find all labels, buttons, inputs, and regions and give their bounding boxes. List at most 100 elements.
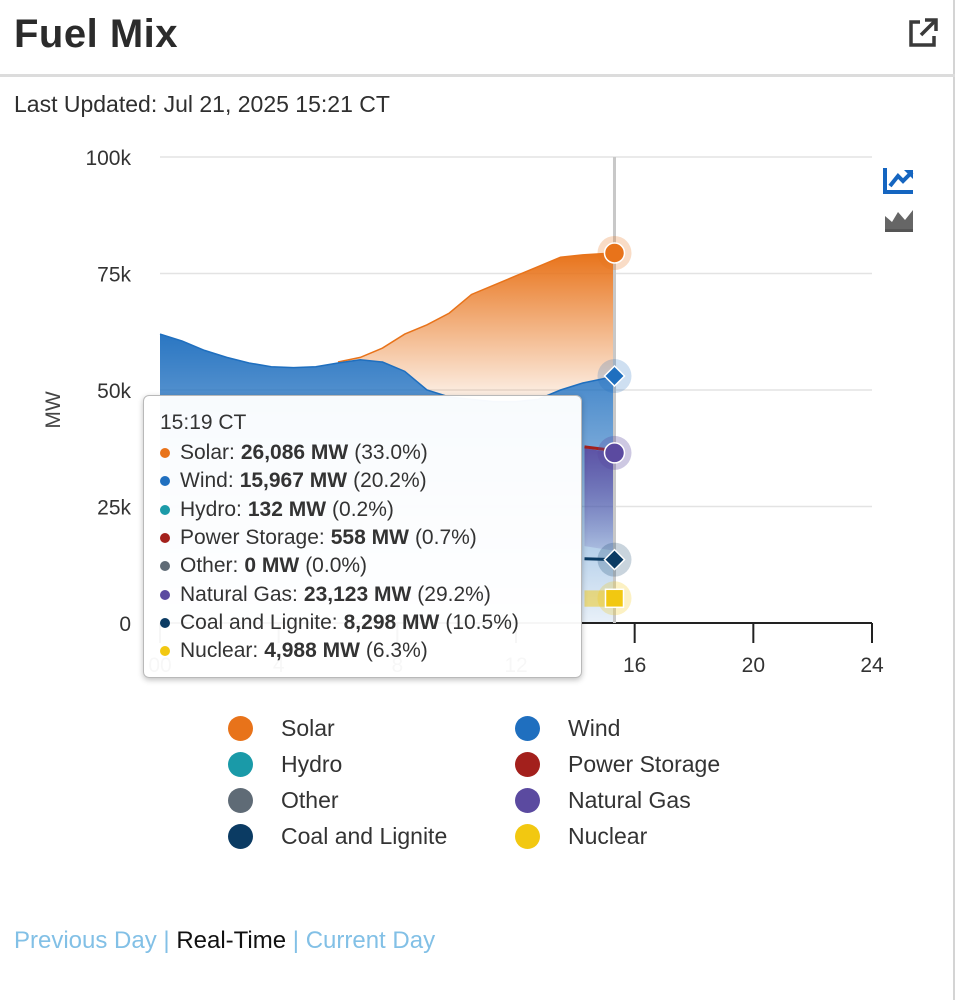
tooltip-series-value: 558 MW [330, 526, 409, 550]
legend-dot [515, 715, 540, 741]
tooltip-series-percent: (33.0%) [354, 441, 428, 465]
tooltip-series-value: 15,967 MW [239, 469, 348, 493]
series-dot [160, 617, 170, 628]
series-dot [160, 533, 170, 544]
legend-dot [515, 787, 540, 813]
tooltip-series-name: Natural Gas: [180, 582, 298, 606]
tooltip-series-name: Other: [180, 554, 239, 578]
solar-area [338, 252, 615, 402]
legend-item[interactable]: Natural Gas [515, 784, 691, 816]
tooltip-series-value: 23,123 MW [303, 582, 412, 606]
legend-item[interactable]: Solar [228, 712, 335, 744]
legend-label: Wind [568, 714, 621, 741]
tooltip-series-value: 26,086 MW [240, 441, 349, 465]
x-tick-label: 24 [860, 654, 884, 677]
legend-label: Solar [281, 714, 335, 741]
tooltip-row: Wind: 15,967 MW (20.2%) [160, 467, 581, 495]
series-dot [160, 476, 170, 487]
previous-day-link[interactable]: Previous Day [14, 927, 157, 954]
legend-item[interactable]: Other [228, 784, 339, 816]
y-axis-label: MW [42, 391, 65, 428]
legend-item[interactable]: Nuclear [515, 820, 647, 852]
legend-dot [228, 787, 253, 813]
page-title: Fuel Mix [14, 12, 179, 56]
legend-label: Coal and Lignite [281, 822, 448, 849]
tooltip-series-name: Hydro: [180, 497, 242, 521]
tooltip-row: Other: 0 MW (0.0%) [160, 552, 581, 580]
tooltip-series-percent: (0.7%) [414, 526, 477, 550]
tooltip-row: Nuclear: 4,988 MW (6.3%) [160, 637, 581, 665]
y-tick-label: 25k [97, 497, 131, 520]
tooltip-series-value: 132 MW [247, 497, 327, 521]
legend-item[interactable]: Power Storage [515, 748, 720, 780]
cursor-markers [597, 157, 632, 623]
tooltip-series-name: Solar: [180, 441, 235, 465]
y-tick-label: 100k [85, 147, 131, 170]
legend-label: Natural Gas [568, 786, 691, 813]
tooltip-row: Coal and Lignite: 8,298 MW (10.5%) [160, 609, 581, 637]
tooltip-series-percent: (29.2%) [417, 582, 491, 606]
nav-separator: | [156, 927, 177, 954]
tooltip-series-name: Nuclear: [180, 639, 259, 663]
wind-line [159, 333, 615, 403]
series-dot [160, 646, 170, 657]
chart-tooltip: 15:19 CT Solar: 26,086 MW (33.0%) Wind: 15,9… [143, 395, 582, 678]
legend-dot [228, 823, 253, 849]
tooltip-rows: Solar: 26,086 MW (33.0%) Wind: 15,967 MW (20.… [160, 439, 581, 665]
tooltip-row: Natural Gas: 23,123 MW (29.2%) [160, 580, 581, 608]
legend-dot [515, 823, 540, 849]
legend-label: Power Storage [568, 750, 721, 777]
area-chart-icon[interactable] [882, 202, 916, 234]
tooltip-series-name: Coal and Lignite: [180, 610, 338, 634]
legend-label: Hydro [281, 750, 343, 777]
legend-label: Other [281, 786, 339, 813]
tooltip-row: Power Storage: 558 MW (0.7%) [160, 524, 581, 552]
coal-marker [603, 548, 626, 571]
series-dot [160, 561, 170, 572]
real-time-label: Real-Time [176, 927, 287, 954]
solar-line [337, 252, 615, 363]
x-tick-label: 16 [623, 654, 646, 677]
natural-gas-marker [603, 442, 626, 464]
current-day-link[interactable]: Current Day [305, 927, 436, 954]
tooltip-series-percent: (0.0%) [305, 554, 368, 578]
external-link-icon[interactable] [906, 16, 940, 50]
x-tick-label: 20 [742, 654, 765, 677]
day-navigation: Previous Day | Real-Time | Current Day [14, 927, 435, 955]
line-chart-icon[interactable] [882, 164, 916, 196]
header-divider [0, 74, 955, 77]
nav-separator: | [286, 927, 306, 954]
legend-dot [515, 751, 540, 777]
wind-marker [603, 364, 626, 388]
series-dot [160, 589, 170, 600]
tooltip-series-value: 4,988 MW [264, 639, 360, 663]
tooltip-series-value: 0 MW [244, 554, 300, 578]
y-tick-label: 50k [97, 380, 131, 403]
nuclear-marker [604, 588, 625, 609]
legend-item[interactable]: Wind [515, 712, 620, 744]
tooltip-time: 15:19 CT [160, 411, 247, 434]
legend-dot [228, 715, 253, 741]
legend-dot [228, 751, 253, 777]
tooltip-series-value: 8,298 MW [343, 610, 440, 634]
tooltip-series-percent: (10.5%) [445, 610, 519, 634]
series-dot [160, 448, 170, 459]
natural-gas-area [584, 448, 615, 551]
legend-item[interactable]: Coal and Lignite [228, 820, 447, 852]
y-tick-label: 75k [97, 264, 131, 287]
series-dot [160, 504, 170, 515]
tooltip-series-name: Power Storage: [180, 526, 325, 550]
tooltip-series-percent: (0.2%) [332, 497, 394, 521]
chart-legend: Solar Wind Hydro Power Storage Other Natural … [228, 712, 788, 862]
legend-label: Nuclear [568, 822, 648, 849]
y-tick-label: 0 [119, 613, 131, 636]
solar-marker [603, 242, 626, 264]
legend-item[interactable]: Hydro [228, 748, 342, 780]
tooltip-series-name: Wind: [180, 469, 234, 493]
tooltip-series-percent: (6.3%) [365, 639, 428, 663]
tooltip-row: Solar: 26,086 MW (33.0%) [160, 439, 581, 467]
tooltip-series-percent: (20.2%) [353, 469, 427, 493]
tooltip-row: Hydro: 132 MW (0.2%) [160, 496, 581, 524]
last-updated: Last Updated: Jul 21, 2025 15:21 CT [14, 91, 390, 117]
